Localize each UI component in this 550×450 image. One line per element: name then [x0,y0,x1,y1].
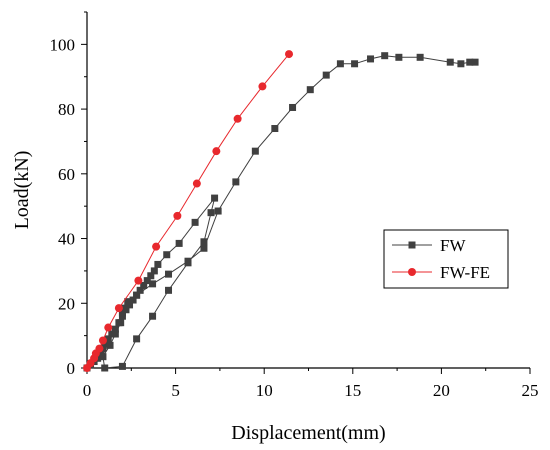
data-point [395,53,403,61]
x-tick-label: 15 [344,381,361,400]
data-point [152,242,161,251]
data-point [163,251,171,259]
data-point [147,272,155,280]
series-fw [83,52,479,372]
data-point [200,238,208,246]
data-point [150,267,158,275]
data-point [111,330,119,338]
data-point [99,353,107,361]
data-point [101,364,109,372]
data-point [140,281,148,289]
data-point [258,82,267,91]
legend-marker [408,268,416,276]
y-tick-label: 80 [58,100,75,119]
y-axis-title: Load(kN) [11,151,33,230]
series-fw-fe [83,50,294,372]
x-tick-label: 20 [433,381,450,400]
data-point [232,178,240,186]
data-point [200,244,208,252]
data-point [106,341,114,349]
data-point [134,276,143,285]
y-tick-label: 40 [58,230,75,249]
data-point [211,194,219,202]
legend-box [383,229,509,289]
data-point [233,114,242,123]
data-point [285,50,294,59]
data-point [207,209,215,217]
data-point [117,319,125,327]
legend-label: FW-FE [440,263,490,282]
data-point [184,257,192,265]
data-point [111,325,119,333]
y-tick-label: 20 [58,294,75,313]
data-point [129,296,137,304]
data-point [306,86,314,94]
data-point [336,60,344,68]
legend-label: FW [440,236,466,255]
data-point [271,125,279,133]
data-point [289,103,297,111]
data-point [124,298,132,306]
data-point [118,309,126,317]
data-point [367,55,375,63]
data-point [212,147,221,156]
y-tick-label: 0 [67,359,76,378]
data-point [351,60,359,68]
data-point [104,323,113,332]
y-tick-label: 60 [58,165,75,184]
data-point [133,291,141,299]
data-point [133,335,141,343]
x-tick-label: 10 [256,381,273,400]
x-tick-label: 25 [522,381,539,400]
data-point [457,60,465,68]
data-point [471,58,479,66]
data-point [381,52,389,60]
data-point [192,179,201,188]
y-tick-label: 100 [50,35,76,54]
x-tick-label: 5 [171,381,180,400]
data-point [165,270,173,278]
data-point [154,260,162,268]
data-point [118,362,126,370]
data-point [173,211,182,220]
series-layer [83,50,479,372]
data-point [165,286,173,294]
data-point [108,330,116,338]
data-point [104,335,112,343]
data-point [416,53,424,61]
data-point [191,218,199,226]
axes: 0 5 10 15 20 25 0 20 40 60 80 100 [50,11,539,400]
legend: FW FW-FE [383,229,509,289]
data-point [95,344,104,353]
data-point [114,304,123,313]
series-line [86,55,476,369]
data-point [149,280,157,288]
data-point [149,312,157,320]
data-point [322,71,330,79]
data-point [143,277,151,285]
legend-marker [408,241,416,249]
x-tick-label: 0 [83,381,92,400]
data-point [251,147,259,155]
x-axis-title: Displacement(mm) [231,422,385,444]
data-point [136,286,144,294]
data-point [98,336,107,345]
data-point [214,207,222,215]
data-point [446,58,454,66]
data-point [466,58,474,66]
data-point [175,239,183,247]
data-point [120,304,128,312]
